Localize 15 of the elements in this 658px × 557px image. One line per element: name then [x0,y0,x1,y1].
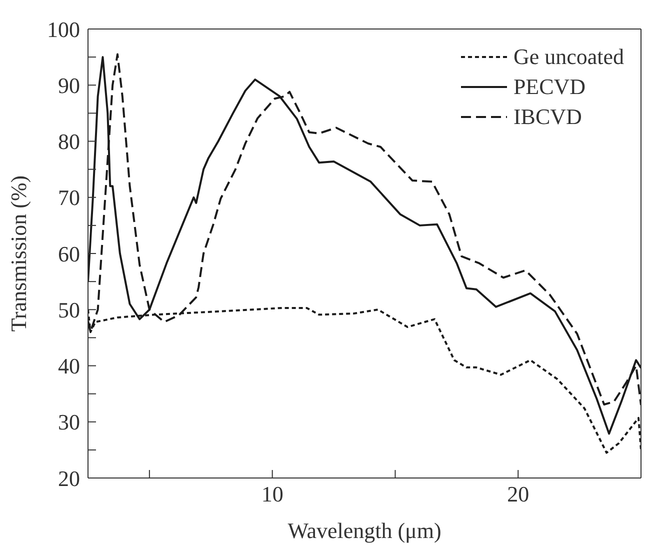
y-tick-label: 90 [58,72,80,98]
y-tick-label: 80 [58,129,80,154]
x-axis-title: Wavelength (μm) [288,518,442,543]
y-tick-label: 70 [58,185,80,210]
legend-label: Ge uncoated [513,44,624,70]
y-axis-title: Transmission (%) [6,175,31,332]
y-tick-label: 20 [58,466,80,491]
y-tick-label: 60 [58,241,80,266]
y-tick-label: 30 [58,410,80,435]
legend-label: PECVD [513,74,586,100]
y-tick-label: 40 [58,354,80,379]
y-tick-label: 100 [47,16,80,42]
legend-label: IBCVD [513,104,582,130]
y-tick-label: 50 [58,297,80,322]
x-tick-label: 10 [261,482,284,507]
